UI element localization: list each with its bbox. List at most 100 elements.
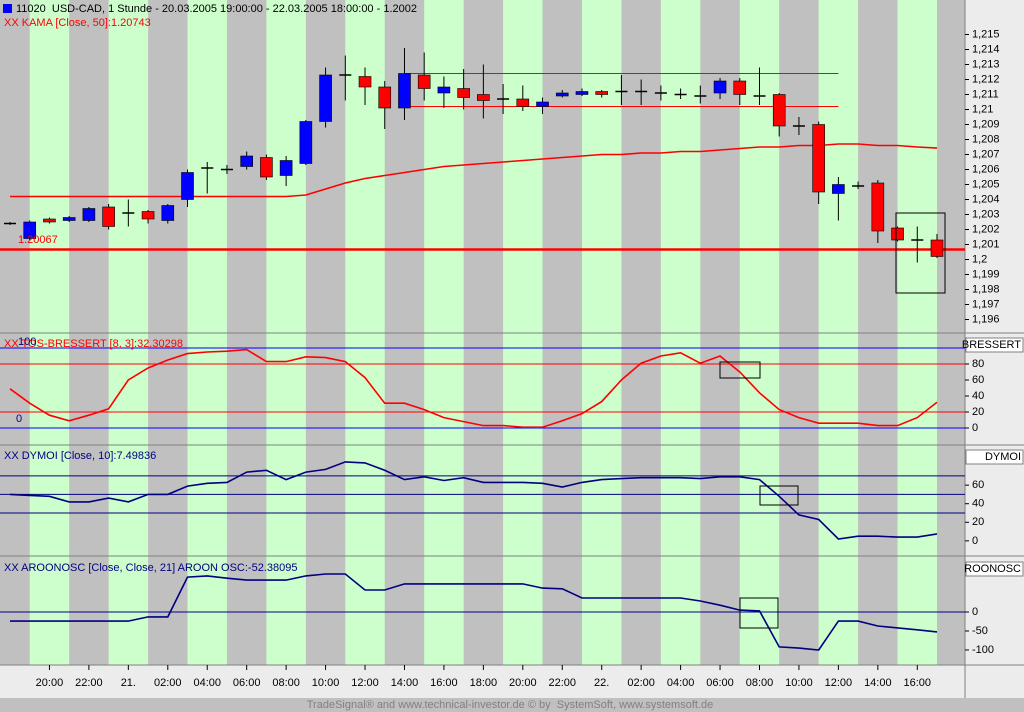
y-tick-label: 1,214: [972, 43, 1000, 55]
x-tick-label: 22:00: [548, 677, 576, 689]
candle-body: [299, 121, 313, 164]
y-tick-label: -50: [972, 625, 988, 637]
x-tick-label: 22:00: [75, 677, 103, 689]
y-tick-label: 1,215: [972, 28, 1000, 40]
candle-body: [812, 124, 825, 193]
x-tick-label: 06:00: [706, 677, 734, 689]
candle-body: [595, 91, 609, 95]
y-tick-label: 60: [972, 479, 984, 491]
candle-body: [82, 208, 96, 221]
y-tick-label: 1,201: [972, 238, 1000, 250]
x-tick-label: 08:00: [272, 677, 300, 689]
candle-body: [457, 88, 470, 98]
candle-body: [930, 239, 944, 257]
candle-body: [161, 205, 175, 221]
y-tick-label: 40: [972, 498, 984, 510]
axis-label-box: [965, 561, 1024, 577]
candle-body: [181, 172, 194, 200]
x-tick-label: 10:00: [785, 677, 813, 689]
y-tick-label: 1,208: [972, 133, 1000, 145]
x-tick-label: 21.: [121, 677, 136, 689]
x-tick-label: 10:00: [312, 677, 340, 689]
axis-label-box: [965, 449, 1024, 465]
x-tick-label: 02:00: [627, 677, 655, 689]
highlight-box: [895, 212, 946, 294]
x-tick-label: 16:00: [904, 677, 932, 689]
axis-label: DYMOI: [985, 451, 1021, 463]
candle-body: [23, 221, 37, 239]
level-label: 1.20067: [18, 234, 58, 246]
y-tick-label: 0: [972, 606, 978, 618]
y-tick-label: -100: [972, 644, 994, 656]
candle-body: [437, 86, 451, 94]
x-tick-label: 02:00: [154, 677, 182, 689]
x-tick-label: 14:00: [864, 677, 892, 689]
level-label: 100: [18, 336, 36, 348]
y-tick-label: 80: [972, 358, 984, 370]
level-label: 0: [16, 413, 22, 425]
candle-body: [891, 227, 904, 241]
candle-body: [378, 86, 392, 109]
candle-body: [713, 80, 727, 94]
x-tick-label: 22.: [594, 677, 609, 689]
y-tick-label: 1,202: [972, 223, 1000, 235]
y-tick-label: 1,2: [972, 253, 987, 265]
candle-body: [575, 91, 589, 95]
highlight-box: [759, 485, 799, 506]
candle-body: [141, 211, 155, 220]
x-tick-label: 06:00: [233, 677, 261, 689]
series-name: XX AROONOSC [Close, Close, 21] AROON OSC…: [4, 562, 297, 574]
candle-body: [240, 155, 253, 167]
x-tick-label: 20:00: [36, 677, 64, 689]
candle-body: [398, 73, 411, 109]
highlight-box: [739, 597, 779, 629]
y-tick-label: 1,197: [972, 298, 1000, 310]
candle-body: [417, 74, 431, 89]
series-line: [10, 573, 938, 651]
y-tick-label: 1,21: [972, 103, 993, 115]
plot: 1,215 1,214 1,213 1,212 1,211 1,21 1,209 1,208 1…: [0, 17, 1024, 689]
y-tick-label: 1,196: [972, 313, 1000, 325]
candle-body: [516, 98, 530, 107]
symbol-icon: [3, 4, 12, 13]
axis-label-box: [965, 337, 1024, 353]
candle-body: [871, 182, 885, 232]
x-tick-label: 20:00: [509, 677, 537, 689]
candle-body: [555, 92, 569, 97]
y-tick-label: 1,204: [972, 193, 1000, 205]
x-tick-label: 12:00: [825, 677, 853, 689]
x-tick-label: 18:00: [470, 677, 498, 689]
candle-body: [43, 218, 56, 223]
y-tick-label: 0: [972, 422, 978, 434]
x-tick-label: 04:00: [667, 677, 695, 689]
footer: TradeSignal® and www.technical-investor.…: [307, 699, 713, 711]
series-name: XX TOS-BRESSERT [8, 3]:32.30298: [4, 338, 183, 350]
candle-body: [536, 101, 549, 107]
candle-body: [832, 184, 845, 194]
candle-body: [62, 217, 76, 221]
y-tick-label: 60: [972, 374, 984, 386]
y-tick-label: 0: [972, 535, 978, 547]
series-line: [10, 143, 938, 198]
x-tick-label: 04:00: [193, 677, 221, 689]
highlight-box: [719, 361, 761, 379]
axis-label: ROONOSC: [964, 563, 1021, 575]
x-tick-label: 14:00: [391, 677, 419, 689]
axis-label: BRESSERT: [962, 339, 1021, 351]
series-name: XX KAMA [Close, 50]:1.20743: [4, 17, 151, 29]
chart-title: 11020 USD-CAD, 1 Stunde - 20.03.2005 19:…: [16, 3, 417, 15]
candle-body: [733, 80, 747, 95]
y-tick-label: 1,206: [972, 163, 1000, 175]
candle-body: [772, 94, 786, 127]
candle-body: [477, 94, 490, 101]
y-tick-label: 40: [972, 390, 984, 402]
y-tick-label: 1,198: [972, 283, 1000, 295]
series-name: XX DYMOI [Close, 10]:7.49836: [4, 450, 156, 462]
series-line: [9, 461, 938, 540]
candle-body: [319, 74, 332, 122]
y-tick-label: 1,209: [972, 118, 1000, 130]
candle-body: [102, 206, 115, 227]
y-tick-label: 1,205: [972, 178, 1000, 190]
y-tick-label: 1,213: [972, 58, 1000, 70]
